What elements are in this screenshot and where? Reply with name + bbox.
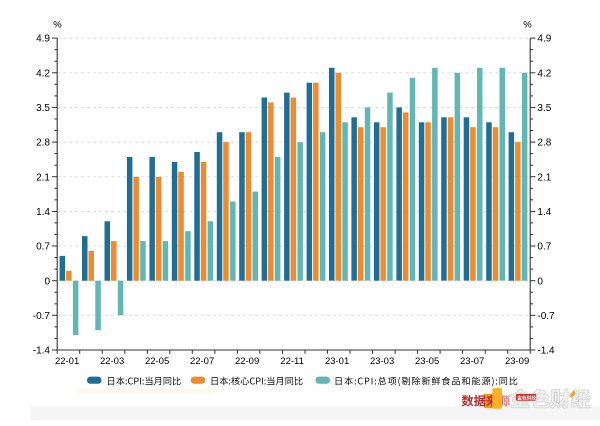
svg-text:23-07: 23-07 xyxy=(460,356,484,367)
svg-text:3.5: 3.5 xyxy=(537,103,551,114)
svg-text:4.2: 4.2 xyxy=(36,68,50,79)
svg-text:1.4: 1.4 xyxy=(36,207,50,218)
svg-text:23-05: 23-05 xyxy=(415,356,439,367)
svg-text:22-01: 22-01 xyxy=(55,356,79,367)
svg-text:22-03: 22-03 xyxy=(100,356,124,367)
svg-text:2.8: 2.8 xyxy=(36,138,50,149)
svg-text:2.8: 2.8 xyxy=(537,138,551,149)
svg-text:23-03: 23-03 xyxy=(370,356,394,367)
svg-text:-1.4: -1.4 xyxy=(537,346,555,357)
svg-text:1.4: 1.4 xyxy=(537,207,551,218)
svg-text:4.9: 4.9 xyxy=(36,34,50,45)
svg-text:23-01: 23-01 xyxy=(325,356,349,367)
svg-text:-0.7: -0.7 xyxy=(33,311,51,322)
svg-text:23-09: 23-09 xyxy=(505,356,529,367)
svg-text:4.9: 4.9 xyxy=(537,34,551,45)
svg-text:3.5: 3.5 xyxy=(36,103,50,114)
svg-text:22-09: 22-09 xyxy=(235,356,259,367)
svg-text:22-11: 22-11 xyxy=(280,356,304,367)
svg-text:2.1: 2.1 xyxy=(537,172,551,183)
svg-text:22-05: 22-05 xyxy=(145,356,169,367)
svg-text:0: 0 xyxy=(537,276,543,287)
svg-text:0: 0 xyxy=(44,276,50,287)
svg-text:%: % xyxy=(523,20,532,31)
svg-text:0.7: 0.7 xyxy=(36,242,50,253)
svg-text:%: % xyxy=(53,20,62,31)
svg-text:0.7: 0.7 xyxy=(537,242,551,253)
svg-text:2.1: 2.1 xyxy=(36,172,50,183)
svg-text:-1.4: -1.4 xyxy=(33,346,51,357)
svg-text:-0.7: -0.7 xyxy=(537,311,555,322)
svg-text:4.2: 4.2 xyxy=(537,68,551,79)
svg-text:22-07: 22-07 xyxy=(190,356,214,367)
